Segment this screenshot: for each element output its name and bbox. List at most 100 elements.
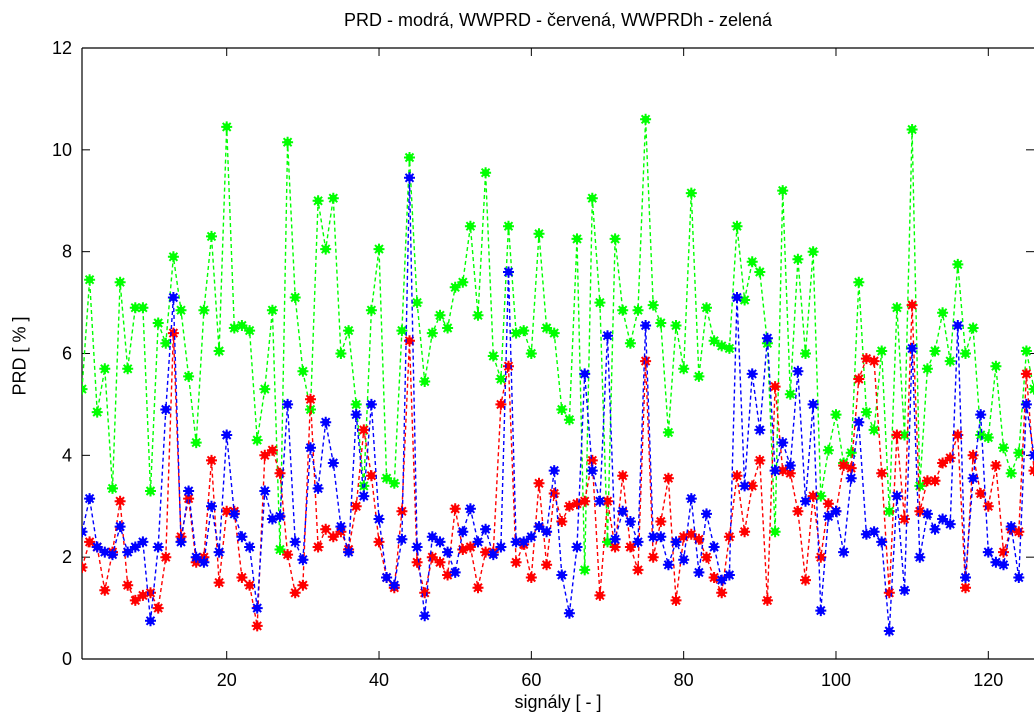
data-point (396, 505, 408, 517)
data-point (404, 172, 415, 184)
data-point (1028, 449, 1034, 461)
x-tick-label: 120 (973, 670, 1003, 690)
data-point (708, 541, 720, 553)
data-point (457, 544, 469, 555)
data-point (335, 521, 347, 533)
data-point (449, 281, 461, 293)
data-point (800, 574, 811, 586)
data-point (320, 243, 332, 255)
data-point (876, 536, 888, 548)
data-point (152, 602, 164, 614)
data-point (236, 572, 248, 583)
data-point (449, 566, 461, 578)
data-point (213, 546, 225, 558)
data-point (518, 325, 530, 337)
data-point (754, 454, 766, 466)
data-point (411, 541, 423, 553)
data-point (289, 536, 301, 548)
data-point (579, 564, 591, 576)
data-point (929, 345, 941, 357)
data-point (807, 490, 819, 502)
data-point (701, 302, 712, 314)
data-point (731, 292, 743, 303)
y-tick-label: 8 (62, 242, 72, 262)
data-point (548, 465, 560, 477)
data-point (244, 541, 256, 553)
data-point (792, 365, 804, 377)
data-point (396, 325, 408, 337)
data-point (693, 370, 705, 382)
data-point (274, 544, 286, 555)
data-point (563, 500, 575, 512)
data-point (305, 442, 316, 454)
data-point (84, 536, 96, 548)
data-point (343, 325, 355, 337)
data-point (777, 465, 789, 477)
chart-title: PRD - modrá, WWPRD - červená, WWPRDh - z… (343, 10, 773, 30)
data-point (921, 363, 933, 375)
data-point (91, 406, 103, 418)
data-point (228, 322, 240, 334)
data-point (259, 449, 271, 461)
data-point (716, 340, 728, 352)
data-point (404, 335, 415, 347)
data-point (137, 589, 149, 601)
data-point (206, 500, 217, 512)
data-point (807, 246, 819, 258)
data-point (655, 531, 667, 543)
axis-ticks: 20 40 60 80 100 120 0 2 4 6 8 10 12 (52, 38, 1034, 690)
data-point (145, 587, 156, 599)
data-point (602, 330, 613, 342)
data-point (1013, 447, 1025, 459)
data-point (655, 317, 667, 329)
data-point (586, 454, 598, 466)
data-point (419, 610, 431, 622)
data-point (754, 424, 766, 436)
data-point (723, 569, 735, 581)
data-point (937, 307, 949, 319)
data-point (320, 416, 332, 428)
data-point (921, 508, 933, 520)
data-point (487, 350, 499, 362)
data-point (503, 220, 514, 232)
data-point (952, 320, 964, 331)
data-point (960, 348, 971, 359)
data-point (952, 429, 964, 441)
x-tick-label: 60 (521, 670, 541, 690)
data-point (442, 569, 454, 581)
data-point (624, 516, 636, 527)
data-point (533, 228, 545, 240)
data-point (82, 561, 88, 573)
data-point (533, 521, 545, 533)
data-point (495, 541, 507, 553)
data-point (624, 541, 636, 553)
y-tick-label: 12 (52, 38, 72, 58)
data-point (129, 541, 141, 553)
data-point (822, 498, 834, 510)
data-point (617, 470, 629, 482)
data-point (457, 276, 469, 288)
data-point (442, 322, 454, 334)
data-point (122, 546, 134, 558)
data-point (792, 253, 804, 265)
data-point (556, 404, 568, 415)
data-point (541, 526, 553, 538)
data-point (678, 363, 690, 375)
data-point (891, 490, 903, 502)
data-point (343, 546, 355, 558)
series-0 (82, 172, 1034, 637)
data-point (982, 500, 994, 512)
data-point (906, 299, 918, 311)
data-point (495, 398, 507, 410)
data-point (967, 472, 979, 484)
data-point (1005, 467, 1017, 479)
data-point (167, 327, 179, 339)
data-point (906, 342, 918, 354)
data-point (815, 605, 827, 617)
data-point (647, 531, 659, 543)
data-point (434, 556, 446, 568)
y-tick-label: 10 (52, 140, 72, 160)
data-point (800, 348, 811, 359)
data-point (129, 594, 141, 606)
data-point (160, 551, 172, 563)
